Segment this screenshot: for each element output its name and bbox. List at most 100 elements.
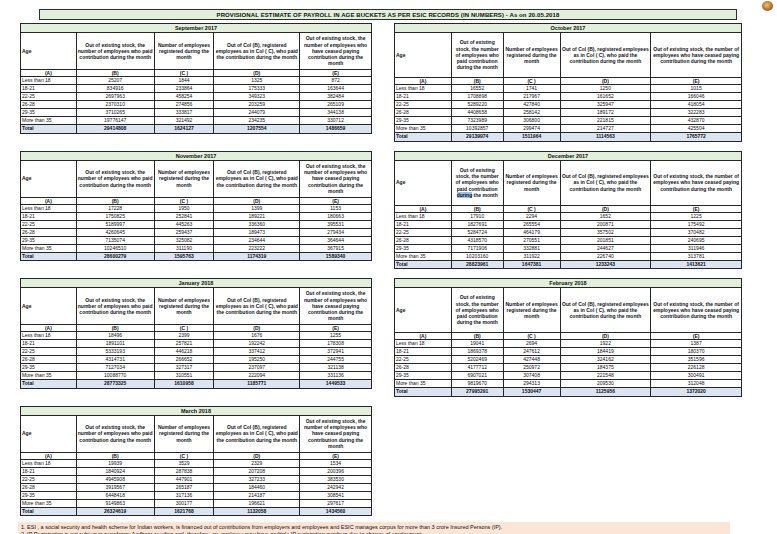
column-header: Out of existing stock, the number of emp… [651,160,742,205]
table-row: Less than 1817910229416521225 [395,212,742,220]
column-letter: (B) [451,333,503,340]
cell-value: 418054 [651,101,742,109]
age-bucket-label: 22-25 [21,93,77,101]
cell-value: 427840 [503,101,560,109]
cell-value: 214187 [214,491,300,499]
month-title: September 2017 [21,24,372,33]
column-letter: (B) [76,325,154,332]
column-letter: (C ) [154,452,214,459]
column-letter: (D) [214,325,300,332]
cell-value: 337412 [214,348,300,356]
header-row: AgeOut of existing stock, the number of … [21,415,372,452]
age-bucket-label: 18-21 [21,467,77,475]
total-value: 1765772 [651,133,742,142]
table-row: Less than 1816552174112501015 [395,85,742,93]
column-letter-row: (A)(B)(C )(D)(E) [395,333,742,340]
cell-value: 1225 [651,212,742,220]
age-bucket-label: 26-28 [21,101,77,109]
table-row: Less than 1819041269419221387 [395,340,742,348]
cell-value: 175333 [214,85,300,93]
total-value: 1511964 [503,133,560,142]
total-value: 1125956 [560,388,651,397]
age-bucket-label: 26-28 [395,109,452,117]
total-value: 1610958 [154,380,214,389]
cell-value: 4408658 [451,109,503,117]
cell-value: 297617 [300,499,372,507]
cell-value: 1869378 [451,348,503,356]
total-label: Total [21,507,77,516]
cell-value: 189172 [560,109,651,117]
total-label: Total [21,252,77,261]
cell-value: 425504 [651,125,742,133]
table-row: 26-284260645259437189473279434 [21,228,372,236]
total-label: Total [21,125,77,134]
header-row: AgeOut of existing stock, the number of … [21,160,372,197]
column-letter: (E) [300,197,372,204]
table-february-2018: February 2018AgeOut of existing stock, t… [394,278,742,397]
table-row: Less than 1819939352923291534 [21,459,372,467]
total-row: Total27995291153044711259561372020 [395,388,742,397]
column-header: Out of existing stock, the number of emp… [76,160,154,197]
age-bucket-label: 22-25 [21,348,77,356]
cell-value: 834916 [76,85,154,93]
cell-value: 184375 [560,364,651,372]
cell-value: 332881 [503,244,560,252]
total-label: Total [395,133,452,142]
cell-value: 221815 [560,117,651,125]
table-row: 22-255289220427840325947418054 [395,101,742,109]
column-header: Out of existing stock, the number of emp… [300,33,372,70]
cell-value: 312048 [651,380,742,388]
cell-value: 242942 [300,483,372,491]
month-title-row: October 2017 [395,24,742,33]
column-header: Number of employees registered during th… [154,288,214,325]
cell-value: 4260645 [76,228,154,236]
cell-value: 300177 [154,499,214,507]
column-letter: (D) [214,452,300,459]
age-bucket-label: More than 35 [21,244,77,252]
cell-value: 184460 [214,483,300,491]
column-header: Out of Col (B), registered employees as … [560,160,651,205]
age-column-header: Age [21,33,77,70]
age-bucket-label: More than 35 [21,372,77,380]
month-title-row: December 2017 [395,151,742,160]
cell-value: 1015 [651,85,742,93]
month-title: October 2017 [395,24,742,33]
cell-value: 17228 [76,204,154,212]
cell-value: 349323 [214,93,300,101]
cell-value: 7127034 [76,364,154,372]
table-row: 22-255189997445263336360395531 [21,220,372,228]
table-row: More than 3510392857299474214727425504 [395,125,742,133]
cell-value: 1950 [154,204,214,212]
age-bucket-label: 29-35 [21,236,77,244]
cell-value: 4314731 [76,356,154,364]
table-september-2017: September 2017Age Out of existing stock, … [20,23,372,134]
cell-value: 1741 [503,85,560,93]
cell-value: 872 [300,77,372,85]
total-value: 1530447 [503,388,560,397]
total-value: 1647381 [503,260,560,269]
table-row: 18-211708898217967161652166046 [395,93,742,101]
cell-value: 16552 [451,85,503,93]
cell-value: 372941 [300,348,372,356]
age-bucket-label: 18-21 [395,220,452,228]
age-bucket-label: 22-25 [21,475,77,483]
age-bucket-label: More than 35 [395,380,452,388]
cell-value: 221548 [560,372,651,380]
cell-value: 10088770 [76,372,154,380]
age-bucket-label: 29-35 [395,117,452,125]
total-value: 1185771 [214,380,300,389]
column-header: Out of Col (B), registered employees as … [214,33,300,70]
table-row: 18-21834916233864175333163644 [21,85,372,93]
cell-value: 226128 [651,364,742,372]
table-row: 26-284314731266652195250244755 [21,356,372,364]
column-header: Out of Col (B), registered employees as … [214,415,300,452]
table-row: 18-211750825252841189221180663 [21,212,372,220]
cell-value: 300491 [651,372,742,380]
column-header: Number of employees registered during th… [503,288,560,333]
cell-value: 252841 [154,212,214,220]
table-row: 18-211827691265554200871175492 [395,220,742,228]
table-row: 22-255333193446218337412372941 [21,348,372,356]
cell-value: 311190 [154,244,214,252]
total-value: 28823961 [451,260,503,269]
age-bucket-label: Less than 18 [395,340,452,348]
